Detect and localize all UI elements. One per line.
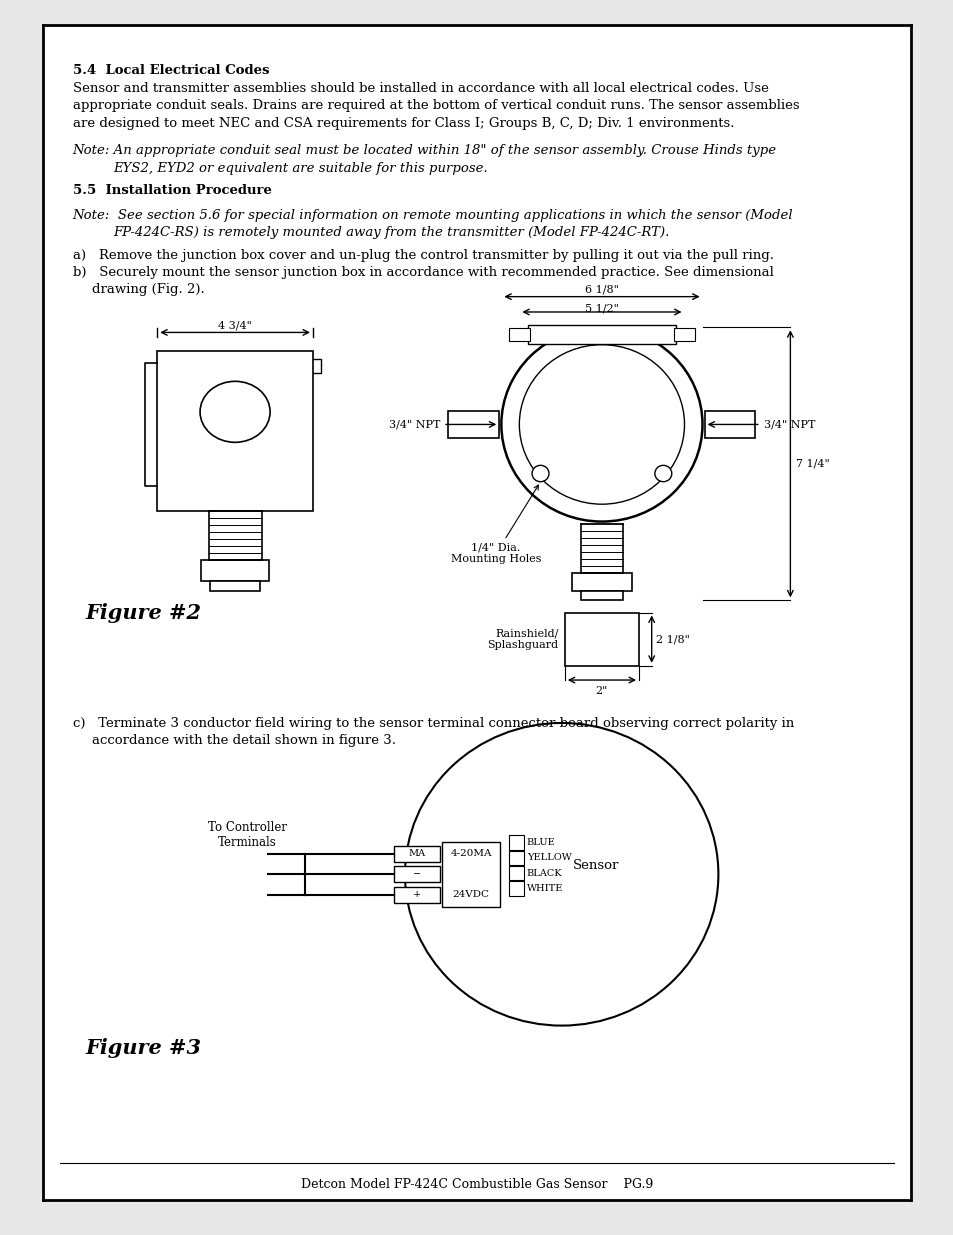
Text: a)   Remove the junction box cover and un-plug the control transmitter by pullin: a) Remove the junction box cover and un-…: [72, 248, 773, 262]
Text: EYS2, EYD2 or equivalent are suitable for this purpose.: EYS2, EYD2 or equivalent are suitable fo…: [112, 162, 487, 174]
Text: Sensor and transmitter assemblies should be installed in accordance with all loc: Sensor and transmitter assemblies should…: [72, 82, 768, 95]
Text: To Controller
Terminals: To Controller Terminals: [208, 821, 287, 850]
Circle shape: [532, 466, 548, 482]
Bar: [210, 580, 260, 592]
Text: c)   Terminate 3 conductor field wiring to the sensor terminal connector board o: c) Terminate 3 conductor field wiring to…: [72, 716, 793, 730]
Text: appropriate conduit seals. Drains are required at the bottom of vertical conduit: appropriate conduit seals. Drains are re…: [72, 99, 799, 112]
Text: Note: An appropriate conduit seal must be located within 18" of the sensor assem: Note: An appropriate conduit seal must b…: [72, 144, 776, 157]
Text: 5.4  Local Electrical Codes: 5.4 Local Electrical Codes: [72, 63, 269, 77]
Text: 3/4" NPT: 3/4" NPT: [763, 420, 815, 430]
Text: drawing (Fig. 2).: drawing (Fig. 2).: [91, 283, 204, 296]
Text: b)   Securely mount the sensor junction box in accordance with recommended pract: b) Securely mount the sensor junction bo…: [72, 266, 773, 279]
Text: 5 1/2": 5 1/2": [584, 304, 618, 314]
Text: 4-20MA: 4-20MA: [450, 850, 492, 858]
Text: Rainshield/
Splashguard: Rainshield/ Splashguard: [487, 629, 558, 650]
Bar: [527, 325, 676, 343]
Text: MA: MA: [408, 850, 425, 858]
Text: BLUE: BLUE: [526, 839, 555, 847]
Text: 1/4" Dia.
Mounting Holes: 1/4" Dia. Mounting Holes: [451, 485, 540, 564]
Bar: [704, 411, 755, 437]
Text: FP-424C-RS) is remotely mounted away from the transmitter (Model FP-424C-RT).: FP-424C-RS) is remotely mounted away fro…: [112, 226, 668, 240]
Text: WHITE: WHITE: [526, 884, 562, 893]
Bar: [201, 561, 269, 580]
Circle shape: [654, 466, 671, 482]
Text: 5.5  Installation Procedure: 5.5 Installation Procedure: [72, 184, 272, 198]
Text: 7 1/4": 7 1/4": [795, 459, 828, 469]
Text: Sensor: Sensor: [573, 860, 619, 872]
Bar: [508, 882, 523, 895]
Bar: [394, 846, 439, 862]
Circle shape: [405, 722, 718, 1025]
Text: are designed to meet NEC and CSA requirements for Class I; Groups B, C, D; Div. : are designed to meet NEC and CSA require…: [72, 117, 733, 130]
Circle shape: [501, 327, 701, 521]
Bar: [508, 851, 523, 864]
Text: 4 3/4": 4 3/4": [218, 320, 252, 330]
Text: 2": 2": [595, 687, 607, 697]
Bar: [508, 835, 523, 850]
Circle shape: [518, 345, 684, 504]
Text: Figure #3: Figure #3: [85, 1037, 201, 1058]
Bar: [448, 411, 498, 437]
Text: accordance with the detail shown in figure 3.: accordance with the detail shown in figu…: [91, 735, 395, 747]
Bar: [394, 887, 439, 903]
Text: Note:  See section 5.6 for special information on remote mounting applications i: Note: See section 5.6 for special inform…: [72, 209, 792, 222]
Text: Figure #2: Figure #2: [85, 604, 201, 624]
Bar: [580, 592, 622, 600]
Text: 24VDC: 24VDC: [453, 890, 489, 899]
Text: 6 1/8": 6 1/8": [584, 284, 618, 294]
Bar: [564, 613, 639, 666]
Text: BLACK: BLACK: [526, 868, 562, 878]
Text: 2 1/8": 2 1/8": [656, 634, 689, 645]
Bar: [157, 351, 313, 511]
Text: YELLOW: YELLOW: [526, 853, 571, 862]
Text: Detcon Model FP-424C Combustible Gas Sensor    PG.9: Detcon Model FP-424C Combustible Gas Sen…: [300, 1178, 653, 1191]
Text: +: +: [413, 890, 421, 899]
Bar: [508, 329, 529, 341]
Bar: [394, 866, 439, 883]
Ellipse shape: [200, 382, 270, 442]
Bar: [673, 329, 695, 341]
Text: 3/4" NPT: 3/4" NPT: [388, 420, 439, 430]
Text: −: −: [413, 869, 421, 879]
Bar: [441, 841, 499, 906]
Bar: [508, 866, 523, 881]
Bar: [572, 573, 631, 592]
